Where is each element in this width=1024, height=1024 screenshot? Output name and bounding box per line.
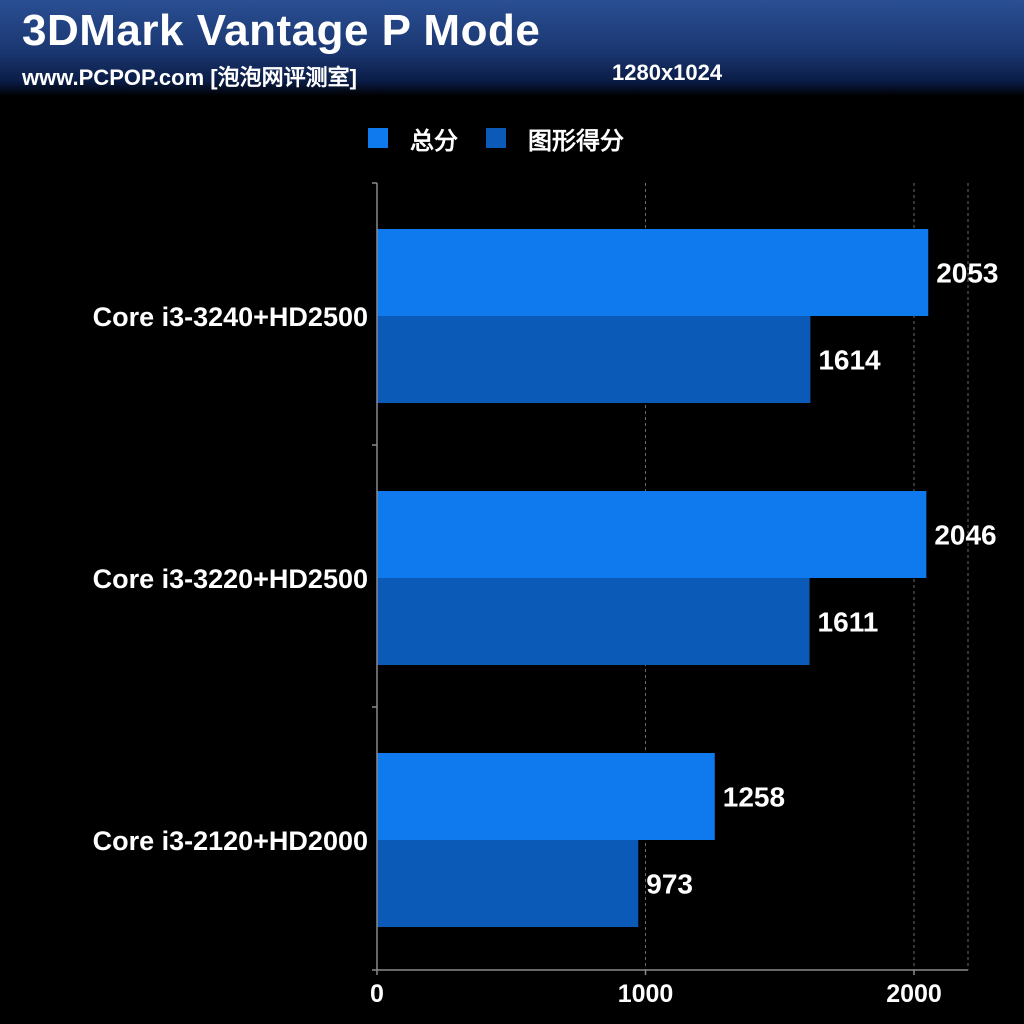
legend-label-total: 总分 [410, 127, 458, 155]
legend-item-total: 总分 [368, 121, 458, 156]
legend-swatch-graphics [486, 128, 506, 148]
legend-label-graphics: 图形得分 [528, 127, 624, 155]
category-label: Core i3-3220+HD2500 [93, 564, 368, 594]
bar-value-label: 2053 [936, 258, 998, 289]
x-tick-label: 1000 [618, 980, 674, 1008]
bar-value-label: 1611 [818, 607, 879, 638]
bar [377, 491, 927, 578]
header-banner: 3DMark Vantage P Mode www.PCPOP.com [泡泡网… [0, 0, 1024, 96]
category-label: Core i3-2120+HD2000 [93, 826, 368, 856]
category-label: Core i3-3240+HD2500 [93, 302, 368, 332]
chart-title: 3DMark Vantage P Mode [22, 6, 541, 55]
bar-value-label: 973 [646, 869, 693, 900]
x-tick-label: 2000 [886, 980, 942, 1008]
bar-value-label: 2046 [934, 520, 996, 551]
bar [377, 578, 810, 665]
resolution-label: 1280x1024 [612, 60, 723, 85]
legend-item-graphics: 图形得分 [486, 121, 624, 156]
legend-swatch-total [368, 128, 388, 148]
site-label: www.PCPOP.com [泡泡网评测室] [22, 65, 357, 90]
bar [377, 753, 715, 840]
legend: 总分 图形得分 [368, 124, 652, 155]
bar [377, 840, 639, 927]
x-tick-label: 0 [370, 980, 384, 1008]
bar [377, 316, 811, 403]
bar [377, 229, 929, 316]
bar-value-label: 1614 [818, 345, 881, 376]
bar-value-label: 1258 [723, 782, 785, 813]
